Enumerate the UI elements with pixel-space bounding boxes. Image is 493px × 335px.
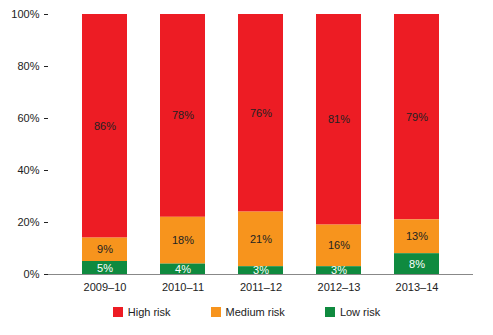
svg-text:9%: 9%	[97, 243, 113, 255]
svg-text:60%: 60%	[17, 112, 39, 124]
svg-text:2012–13: 2012–13	[318, 281, 361, 293]
svg-text:100%: 100%	[11, 8, 39, 20]
svg-text:76%: 76%	[250, 107, 272, 119]
svg-text:80%: 80%	[17, 60, 39, 72]
svg-text:16%: 16%	[328, 239, 350, 251]
svg-text:40%: 40%	[17, 164, 39, 176]
svg-text:79%: 79%	[406, 111, 428, 123]
svg-text:20%: 20%	[17, 216, 39, 228]
html-text:Medium risk: Medium risk	[225, 306, 285, 318]
svg-text:0%: 0%	[24, 268, 40, 280]
html-text:High risk: High risk	[127, 306, 171, 318]
svg-text:81%: 81%	[328, 113, 350, 125]
svg-text:3%: 3%	[331, 264, 347, 277]
svg-text:18%: 18%	[172, 234, 194, 246]
svg-text:2011–12: 2011–12	[240, 281, 282, 293]
svg-text:13%: 13%	[406, 230, 428, 242]
svg-text:4%: 4%	[175, 263, 191, 275]
svg-text:5%: 5%	[97, 262, 113, 274]
svg-text:2009–10: 2009–10	[84, 281, 127, 293]
svg-text:8%: 8%	[409, 258, 425, 270]
svg-text:2013–14: 2013–14	[396, 281, 439, 293]
svg-text:2010–11: 2010–11	[162, 281, 204, 293]
svg-text:3%: 3%	[253, 264, 269, 277]
svg-text:78%: 78%	[172, 109, 194, 121]
svg-text:21%: 21%	[250, 233, 272, 245]
svg-text:86%: 86%	[94, 120, 116, 132]
html-text:Low risk: Low risk	[339, 306, 381, 318]
